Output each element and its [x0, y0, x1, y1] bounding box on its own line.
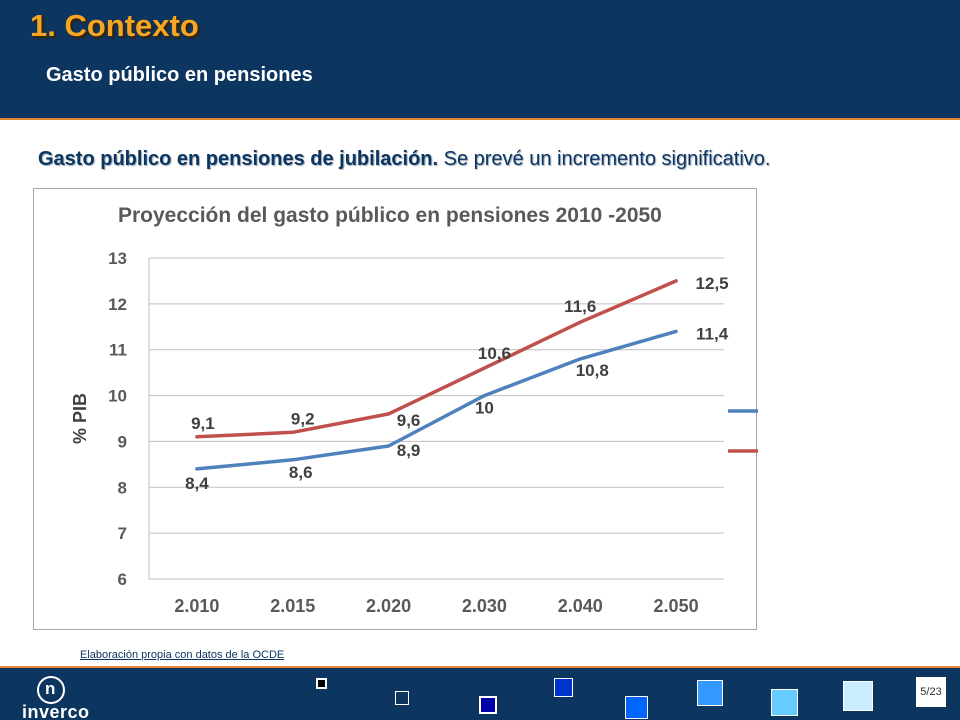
footer-divider [0, 666, 960, 668]
x-tick-label: 2.020 [366, 596, 411, 616]
data-label: 11,4 [696, 324, 729, 343]
page-number: 5/23 [916, 677, 946, 707]
x-tick-label: 2.050 [654, 596, 699, 616]
deco-square-icon [843, 681, 873, 711]
slide-title: 1. Contexto [30, 8, 199, 43]
data-label: 8,4 [185, 474, 209, 493]
headline: Gasto público en pensiones de jubilación… [38, 148, 770, 171]
data-label: 9,6 [397, 411, 421, 430]
source-note[interactable]: Elaboración propia con datos de la OCDE [80, 649, 285, 661]
y-axis-label: % PIB [70, 393, 90, 444]
data-label: 11,6 [564, 297, 596, 316]
header-divider [0, 118, 960, 120]
headline-bold: Gasto público en pensiones de jubilación… [38, 148, 439, 170]
y-tick-label: 9 [118, 432, 127, 451]
inverco-logo[interactable]: n inverco [22, 674, 92, 720]
x-tick-label: 2.015 [270, 596, 315, 616]
data-label: 9,1 [191, 414, 215, 433]
series-line-eu27 [195, 279, 678, 439]
chart-frame: Proyección del gasto público en pensione… [33, 188, 758, 630]
data-label: 10,6 [478, 344, 511, 363]
headline-rest: Se prevé un incremento significativo. [438, 148, 771, 170]
data-label: 9,2 [291, 409, 315, 428]
deco-square-icon [395, 691, 409, 705]
logo-wordmark: inverco [22, 702, 90, 720]
y-tick-label: 7 [118, 524, 127, 543]
y-tick-label: 10 [108, 387, 127, 406]
y-tick-label: 11 [109, 341, 127, 360]
data-label: 10 [475, 399, 494, 418]
deco-square-icon [479, 696, 497, 714]
data-label: 8,9 [397, 441, 421, 460]
deco-square-icon [771, 689, 798, 716]
series-line-oecd28 [195, 329, 678, 471]
header-band [0, 0, 960, 118]
data-label: 10,8 [576, 361, 609, 380]
slide-subtitle: Gasto público en pensiones [46, 64, 313, 86]
y-tick-label: 8 [118, 478, 127, 497]
deco-square-icon [316, 678, 327, 689]
logo-letter: n [45, 679, 56, 698]
y-tick-label: 6 [118, 570, 127, 589]
chart-title: Proyección del gasto público en pensione… [118, 204, 662, 227]
deco-square-icon [697, 680, 723, 706]
deco-square-icon [554, 678, 573, 697]
x-tick-label: 2.040 [558, 596, 603, 616]
x-tick-label: 2.010 [174, 596, 219, 616]
data-label: 12,5 [696, 274, 729, 293]
y-tick-label: 12 [108, 295, 127, 314]
x-tick-label: 2.030 [462, 596, 507, 616]
pension-chart: Proyección del gasto público en pensione… [70, 204, 758, 616]
y-tick-label: 13 [108, 249, 127, 268]
logo-circle-icon [37, 676, 65, 704]
deco-square-icon [625, 696, 648, 719]
data-label: 8,6 [289, 463, 313, 482]
